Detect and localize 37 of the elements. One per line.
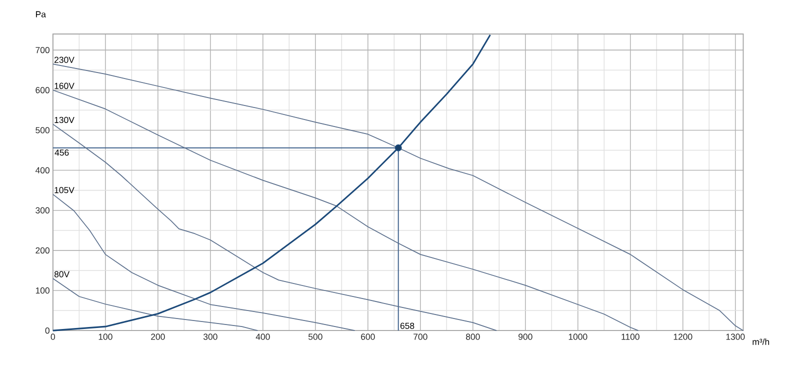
y-axis-title: Pa [36, 12, 46, 18]
line-series [52, 124, 497, 332]
ref-line-label: 456 [54, 150, 69, 156]
series-label: 160V [54, 83, 74, 90]
x-tick-label: 300 [203, 334, 218, 340]
x-tick-label: 600 [361, 334, 375, 340]
y-tick-label: 300 [36, 207, 50, 214]
y-tick-label: 600 [36, 87, 50, 94]
x-tick-label: 0 [50, 334, 56, 340]
line-series [52, 64, 744, 332]
line-series [52, 278, 258, 332]
series-label: 230V [54, 56, 74, 64]
y-tick-label: 200 [36, 248, 50, 254]
x-tick-label: 400 [256, 334, 270, 340]
x-tick-label: 800 [466, 334, 480, 340]
x-tick-label: 1300 [726, 334, 745, 340]
y-tick-label: 400 [35, 167, 50, 174]
x-tick-label: 500 [308, 334, 322, 340]
y-tick-label: 700 [36, 47, 50, 54]
x-tick-label: 1000 [568, 334, 588, 340]
line-series [52, 34, 491, 332]
line-series [52, 90, 639, 332]
series-label: 105V [54, 187, 74, 194]
ref-line-label: 658 [400, 322, 414, 330]
x-axis-title: m³/h [752, 338, 770, 346]
y-tick-label: 100 [36, 288, 50, 294]
x-tick-label: 1100 [622, 334, 640, 340]
x-tick-label: 1200 [674, 334, 692, 340]
line-series [52, 194, 356, 332]
x-tick-label: 200 [151, 334, 165, 340]
series-label: 130V [54, 117, 74, 124]
x-tick-label: 700 [414, 334, 428, 340]
y-tick-label: 0 [45, 328, 50, 334]
x-tick-label: 100 [98, 334, 112, 340]
x-tick-label: 900 [518, 334, 532, 340]
series-label: 80V [54, 271, 70, 278]
y-tick-label: 500 [36, 127, 50, 134]
